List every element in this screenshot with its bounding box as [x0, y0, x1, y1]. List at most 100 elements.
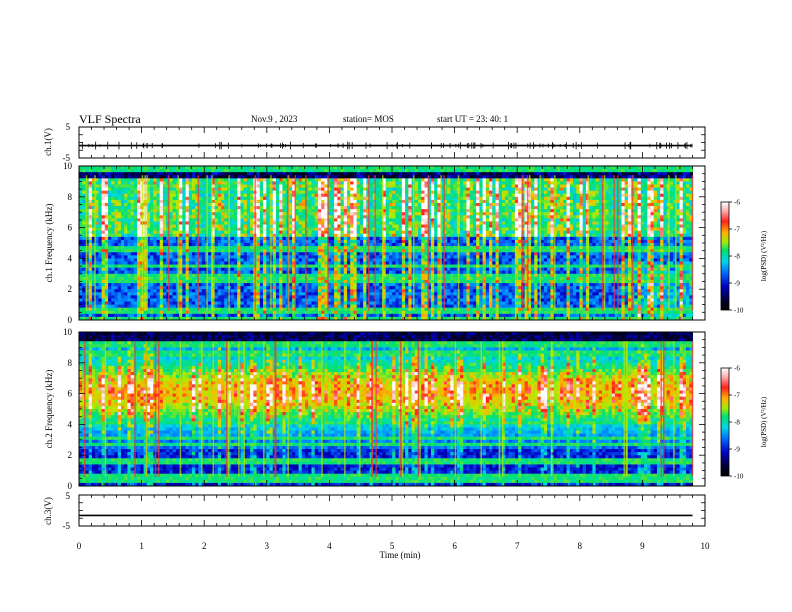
spectrogram-cell: [114, 169, 119, 173]
spectrogram-cell: [363, 267, 367, 272]
spectrogram-cell: [275, 239, 280, 244]
spectrogram-cell: [224, 172, 228, 176]
spectrogram-cell: [159, 304, 164, 309]
spectrogram-cell: [330, 292, 335, 296]
spectrogram-cell: [208, 175, 212, 179]
spectrogram-cell: [379, 239, 383, 244]
spectrogram-cell: [327, 212, 332, 216]
spectrogram-cell: [104, 169, 109, 173]
spectrogram-cell: [250, 193, 254, 198]
spectrogram-cell: [376, 310, 380, 315]
spectrogram-cell: [217, 295, 222, 299]
spectrogram-cell: [343, 215, 348, 219]
spectrogram-cell: [327, 172, 332, 176]
spectrogram-cell: [369, 276, 374, 281]
spectrogram-cell: [114, 273, 119, 278]
spectrogram-cell: [305, 175, 309, 179]
spectrogram-cell: [288, 190, 293, 195]
spectrogram-cell: [192, 270, 196, 275]
spectrogram-cell: [292, 209, 296, 213]
spectrogram-cell: [382, 236, 387, 241]
spectrogram-cell: [208, 255, 212, 259]
spectrogram-cell: [266, 301, 270, 305]
spectrogram-cell: [343, 316, 348, 321]
spectrogram-cell: [240, 286, 245, 290]
spectrogram-cell: [246, 249, 251, 253]
spectrogram-cell: [198, 249, 203, 253]
spectrogram-cell: [266, 252, 270, 256]
spectrogram-cell: [88, 270, 93, 275]
spectrogram-cell: [263, 239, 267, 244]
spectrogram-cell: [308, 196, 312, 201]
spectrogram-cell: [350, 270, 354, 275]
spectrogram-cell: [114, 215, 119, 219]
spectrogram-cell: [224, 267, 228, 272]
spectrogram-cell: [359, 246, 364, 250]
spectrogram-cell: [350, 298, 354, 302]
spectrogram-cell: [317, 224, 322, 228]
spectrogram-cell: [95, 236, 99, 241]
spectrogram-cell: [98, 212, 102, 216]
spectrogram-cell: [350, 273, 354, 278]
spectrogram-cell: [172, 209, 177, 213]
spectrogram-cell: [101, 178, 106, 182]
spectrogram-cell: [91, 175, 96, 179]
spectrogram-cell: [321, 209, 325, 213]
spectrogram-cell: [334, 212, 338, 216]
spectrogram-cell: [282, 295, 287, 299]
spectrogram-cell: [301, 276, 306, 281]
spectrogram-cell: [198, 233, 203, 238]
spectrogram-cell: [182, 286, 186, 290]
spectrogram-cell: [172, 193, 177, 198]
spectrogram-cell: [266, 264, 270, 269]
spectrogram-cell: [240, 224, 245, 228]
spectrogram-cell: [201, 307, 206, 312]
spectrogram-cell: [233, 255, 238, 259]
spectrogram-cell: [259, 215, 264, 219]
spectrogram-cell: [343, 209, 348, 213]
spectrogram-cell: [259, 295, 264, 299]
spectrogram-cell: [124, 196, 128, 201]
spectrogram-cell: [117, 292, 122, 296]
spectrogram-cell: [337, 298, 341, 302]
spectrogram-cell: [182, 227, 186, 232]
spectrogram-cell: [246, 166, 251, 170]
spectrogram-cell: [127, 193, 132, 198]
spectrogram-cell: [292, 316, 296, 321]
spectrogram-cell: [237, 218, 241, 222]
spectrogram-cell: [340, 209, 345, 213]
spectrogram-cell: [321, 255, 325, 259]
spectrogram-cell: [214, 252, 219, 256]
spectrogram-cell: [295, 307, 299, 312]
spectrogram-cell: [266, 316, 270, 321]
spectrogram-cell: [266, 261, 270, 265]
spectrogram-cell: [85, 209, 90, 213]
spectrogram-cell: [217, 212, 222, 216]
spectrogram-cell: [120, 236, 125, 241]
spectrogram-cell: [256, 202, 261, 207]
spectrogram-cell: [120, 310, 125, 315]
spectrogram-cell: [169, 243, 174, 247]
spectrogram-cell: [188, 243, 193, 247]
spectrogram-cell: [153, 184, 157, 188]
spectrogram-cell: [185, 166, 190, 170]
spectrogram-cell: [343, 218, 348, 222]
spectrogram-cell: [301, 209, 306, 213]
spectrogram-cell: [214, 199, 219, 204]
spectrogram-cell: [256, 181, 261, 185]
spectrogram-cell: [185, 289, 190, 293]
spectrogram-cell: [298, 304, 303, 309]
spectrogram-cell: [88, 249, 93, 253]
spectrogram-cell: [308, 187, 312, 192]
spectrogram-cell: [211, 313, 216, 318]
spectrogram-cell: [385, 178, 390, 182]
spectrogram-cell: [343, 175, 348, 179]
spectrogram-cell: [162, 313, 167, 318]
spectrogram-cell: [217, 273, 222, 278]
spectrogram-cell: [353, 316, 358, 321]
spectrogram-cell: [185, 316, 190, 321]
spectrogram-cell: [159, 252, 164, 256]
spectrogram-cell: [88, 169, 93, 173]
spectrogram-cell: [272, 166, 277, 170]
